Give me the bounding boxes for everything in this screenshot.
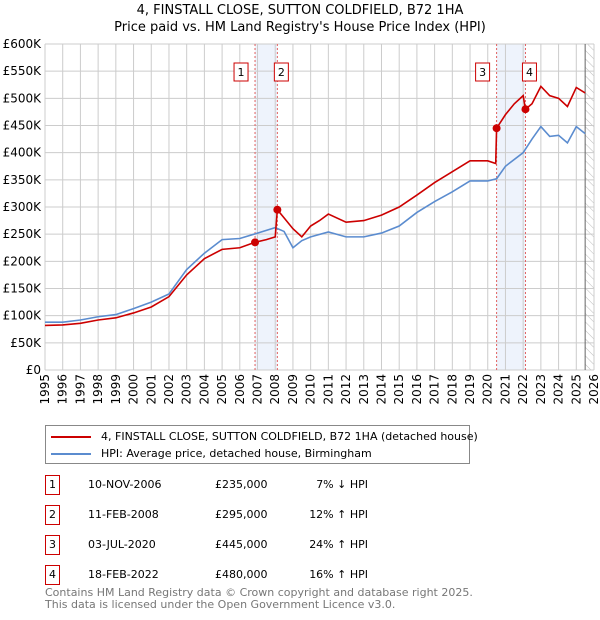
table-row: 3 03-JUL-2020 £445,000 24% ↑ HPI [45, 535, 465, 555]
sale-marker-label: 4 [526, 66, 533, 79]
price-chart: 1995 1996 1997 1998 1999 2000 2001 2002 2003 2004… [3, 37, 600, 405]
table-row: 1 10-NOV-2006 £235,000 7% ↓ HPI [45, 475, 465, 495]
y-tick-label: £600K [3, 37, 43, 51]
x-tick-label: 2008 [268, 374, 282, 405]
x-tick-label: 2011 [321, 374, 335, 405]
x-tick-label: 2000 [127, 374, 141, 405]
legend-label: 4, FINSTALL CLOSE, SUTTON COLDFIELD, B72… [101, 430, 478, 443]
x-tick-label: 2026 [587, 374, 600, 405]
sale-point [521, 105, 530, 114]
y-tick-label: £0 [26, 363, 41, 377]
table-row: 4 18-FEB-2022 £480,000 16% ↑ HPI [45, 565, 465, 585]
sale-marker-box [521, 62, 537, 82]
y-tick-label: £150K [3, 282, 43, 296]
sale-hpi-diff: 7% ↓ HPI [316, 478, 368, 491]
sale-date: 11-FEB-2008 [88, 508, 159, 521]
y-tick-label: £50K [10, 336, 42, 350]
y-tick-label: £250K [3, 227, 43, 241]
sale-hpi-diff: 16% ↑ HPI [309, 568, 368, 581]
sale-date: 18-FEB-2022 [88, 568, 159, 581]
legend-label: HPI: Average price, detached house, Birm… [101, 447, 372, 460]
x-tick-label: 2021 [498, 374, 512, 405]
y-tick-label: £550K [3, 64, 43, 78]
footer-line: This data is licensed under the Open Gov… [45, 598, 396, 611]
sale-point [273, 205, 282, 214]
sale-marker-label: 2 [278, 66, 285, 79]
legend: 4, FINSTALL CLOSE, SUTTON COLDFIELD, B72… [45, 425, 478, 464]
sale-price: £295,000 [215, 508, 268, 521]
sale-marker-box [475, 62, 491, 82]
y-tick-label: £300K [3, 200, 43, 214]
legend-swatch-red [51, 435, 91, 438]
sale-marker-label: 4 [45, 565, 60, 585]
legend-swatch-blue [51, 452, 91, 455]
y-tick-label: £500K [3, 91, 43, 105]
sale-point [492, 124, 501, 133]
sale-date: 10-NOV-2006 [88, 478, 162, 491]
hpi-line [45, 125, 586, 323]
x-tick-label: 2017 [428, 374, 442, 405]
x-tick-label: 2005 [215, 374, 229, 405]
sale-date: 03-JUL-2020 [88, 538, 156, 551]
x-tick-label: 2018 [445, 374, 459, 405]
x-tick-label: 2009 [286, 374, 300, 405]
y-tick-label: £350K [3, 173, 43, 187]
x-tick-label: 2010 [304, 374, 318, 405]
x-tick-label: 1999 [109, 374, 123, 405]
sale-point [251, 238, 260, 247]
sale-marker-box [233, 62, 249, 82]
x-tick-label: 2003 [180, 374, 194, 405]
x-tick-label: 2020 [481, 374, 495, 405]
y-tick-label: £400K [3, 146, 43, 160]
x-tick-label: 2024 [552, 374, 566, 405]
x-tick-label: 2012 [339, 374, 353, 405]
x-tick-label: 2022 [516, 374, 530, 405]
sale-marker-label: 2 [45, 505, 60, 525]
x-tick-label: 2015 [392, 374, 406, 405]
x-tick-label: 2006 [233, 374, 247, 405]
sale-price: £235,000 [215, 478, 268, 491]
y-tick-label: £200K [3, 254, 43, 268]
legend-item-hpi: HPI: Average price, detached house, Birm… [51, 447, 372, 460]
sale-marker-label: 1 [238, 66, 245, 79]
sale-price: £445,000 [215, 538, 268, 551]
sale-marker-label: 3 [45, 535, 60, 555]
sale-marker-label: 3 [479, 66, 486, 79]
footer: Contains HM Land Registry data © Crown c… [45, 587, 473, 611]
x-tick-label: 1997 [73, 374, 87, 405]
sale-marker-label: 1 [45, 475, 60, 495]
chart-title: 4, FINSTALL CLOSE, SUTTON COLDFIELD, B72… [136, 3, 464, 18]
sale-hpi-diff: 12% ↑ HPI [309, 508, 368, 521]
x-tick-label: 2014 [374, 374, 388, 405]
legend-item-property: 4, FINSTALL CLOSE, SUTTON COLDFIELD, B72… [51, 430, 478, 443]
chart-subtitle: Price paid vs. HM Land Registry's House … [114, 20, 486, 35]
x-tick-label: 2023 [534, 374, 548, 405]
x-tick-label: 2002 [162, 374, 176, 405]
x-tick-label: 1995 [38, 374, 52, 405]
y-tick-label: £100K [3, 309, 43, 323]
x-tick-label: 1996 [56, 374, 70, 405]
sale-hpi-diff: 24% ↑ HPI [309, 538, 368, 551]
x-tick-label: 2019 [463, 374, 477, 405]
table-row: 2 11-FEB-2008 £295,000 12% ↑ HPI [45, 505, 465, 525]
sale-marker-box [273, 62, 289, 82]
x-tick-label: 2025 [569, 374, 583, 405]
x-tick-label: 2016 [410, 374, 424, 405]
x-tick-label: 2013 [357, 374, 371, 405]
x-tick-label: 2007 [251, 374, 265, 405]
x-tick-label: 2001 [144, 374, 158, 405]
x-tick-label: 1998 [91, 374, 105, 405]
footer-line: Contains HM Land Registry data © Crown c… [45, 586, 473, 599]
y-tick-label: £450K [3, 119, 43, 133]
sale-price: £480,000 [215, 568, 268, 581]
x-tick-label: 2004 [197, 374, 211, 405]
